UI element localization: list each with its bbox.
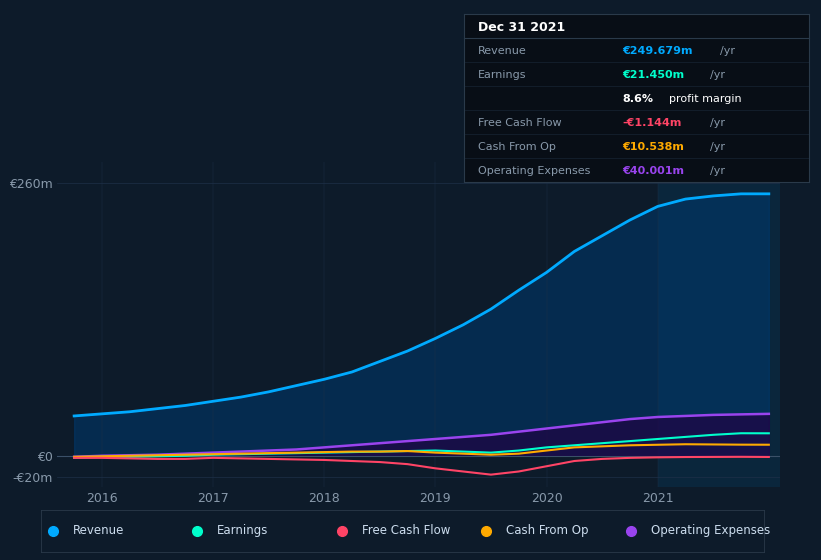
Text: Operating Expenses: Operating Expenses: [478, 166, 590, 176]
Text: /yr: /yr: [720, 46, 735, 56]
Text: Free Cash Flow: Free Cash Flow: [362, 524, 450, 537]
Text: /yr: /yr: [710, 118, 725, 128]
Text: /yr: /yr: [710, 142, 725, 152]
Text: €249.679m: €249.679m: [622, 46, 693, 56]
Text: Earnings: Earnings: [478, 70, 526, 80]
Text: Free Cash Flow: Free Cash Flow: [478, 118, 562, 128]
Bar: [658, 162, 780, 487]
Text: €10.538m: €10.538m: [622, 142, 685, 152]
Text: €21.450m: €21.450m: [622, 70, 685, 80]
Text: Revenue: Revenue: [478, 46, 526, 56]
Text: -€1.144m: -€1.144m: [622, 118, 682, 128]
Text: /yr: /yr: [710, 70, 725, 80]
Text: Earnings: Earnings: [218, 524, 268, 537]
Text: Cash From Op: Cash From Op: [507, 524, 589, 537]
Text: Revenue: Revenue: [73, 524, 124, 537]
Text: Operating Expenses: Operating Expenses: [651, 524, 770, 537]
Text: Cash From Op: Cash From Op: [478, 142, 556, 152]
Text: Dec 31 2021: Dec 31 2021: [478, 21, 565, 34]
Text: €40.001m: €40.001m: [622, 166, 685, 176]
Text: /yr: /yr: [710, 166, 725, 176]
Text: profit margin: profit margin: [669, 94, 741, 104]
Text: 8.6%: 8.6%: [622, 94, 654, 104]
